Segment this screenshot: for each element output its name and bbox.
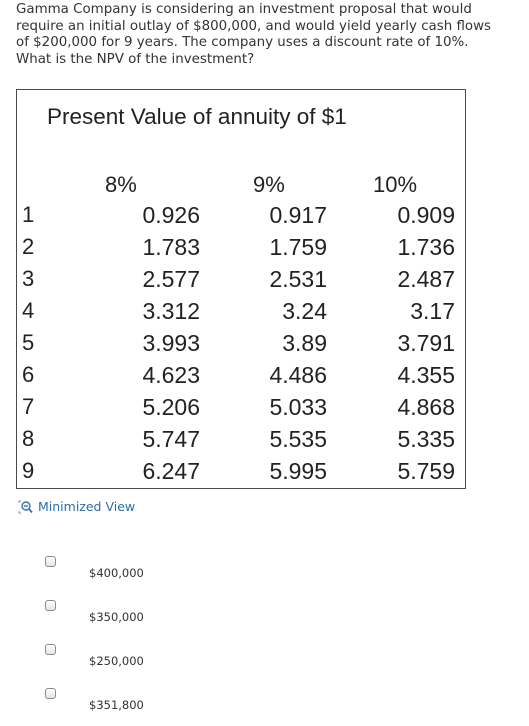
table-cell: 4.868 <box>397 394 455 420</box>
minimized-view-label[interactable]: Minimized View <box>38 499 136 514</box>
answer-checkbox[interactable] <box>45 644 56 655</box>
answer-option[interactable]: $350,000 <box>45 600 144 624</box>
zoom-out-icon <box>18 500 34 514</box>
table-cell: 5.335 <box>397 426 455 452</box>
row-number: 8 <box>22 426 35 451</box>
row-number: 5 <box>22 330 35 355</box>
table-cell: 4.355 <box>397 362 455 388</box>
minimized-view-link[interactable]: Minimized View <box>18 499 135 514</box>
row-number: 6 <box>22 362 35 387</box>
table-cell: 3.993 <box>142 330 200 356</box>
question-text: Gamma Company is considering an investme… <box>16 2 492 67</box>
answer-checkbox[interactable] <box>45 600 56 611</box>
answer-label[interactable]: $351,800 <box>89 698 144 712</box>
table-cell: 3.17 <box>410 298 455 324</box>
answer-label[interactable]: $250,000 <box>89 654 144 668</box>
table-cell: 5.995 <box>269 458 327 484</box>
table-cell: 3.791 <box>397 330 455 356</box>
table-cell: 1.783 <box>142 234 200 260</box>
table-cell: 4.623 <box>142 362 200 388</box>
table-cell: 2.577 <box>142 266 200 292</box>
column-header-8-percent: 8% <box>105 172 137 197</box>
answer-label[interactable]: $350,000 <box>89 610 144 624</box>
row-number: 1 <box>22 202 35 227</box>
answer-checkbox[interactable] <box>45 556 56 567</box>
table-cell: 1.759 <box>269 234 327 260</box>
table-cell: 5.206 <box>142 394 200 420</box>
table-cell: 5.535 <box>269 426 327 452</box>
row-number: 4 <box>22 298 35 323</box>
answer-option[interactable]: $351,800 <box>45 688 144 712</box>
table-cell: 0.917 <box>269 202 327 228</box>
table-cell: 4.486 <box>269 362 327 388</box>
table-cell: 2.531 <box>269 266 327 292</box>
table-cell: 0.909 <box>397 202 455 228</box>
table-cell: 6.247 <box>142 458 200 484</box>
column-header-9-percent: 9% <box>253 172 285 197</box>
answer-checkbox[interactable] <box>45 688 56 699</box>
table-cell: 3.24 <box>282 298 327 324</box>
table-cell: 5.759 <box>397 458 455 484</box>
column-header-10-percent: 10% <box>373 172 418 197</box>
row-number: 3 <box>22 266 35 291</box>
table-cell: 1.736 <box>397 234 455 260</box>
row-number: 7 <box>22 394 35 419</box>
row-number: 9 <box>22 458 35 483</box>
answer-option[interactable]: $400,000 <box>45 556 144 580</box>
table-cell: 2.487 <box>397 266 455 292</box>
table-cell: 0.926 <box>142 202 200 228</box>
row-number: 2 <box>22 234 35 259</box>
answer-option[interactable]: $250,000 <box>45 644 144 668</box>
table-cell: 3.89 <box>282 330 327 356</box>
table-title: Present Value of annuity of $1 <box>47 104 347 129</box>
table-cell: 3.312 <box>142 298 200 324</box>
pv-annuity-table-image: Present Value of annuity of $1 8% 9% 10%… <box>16 89 466 489</box>
table-cell: 5.033 <box>269 394 327 420</box>
answer-label[interactable]: $400,000 <box>89 566 144 580</box>
table-cell: 5.747 <box>142 426 200 452</box>
